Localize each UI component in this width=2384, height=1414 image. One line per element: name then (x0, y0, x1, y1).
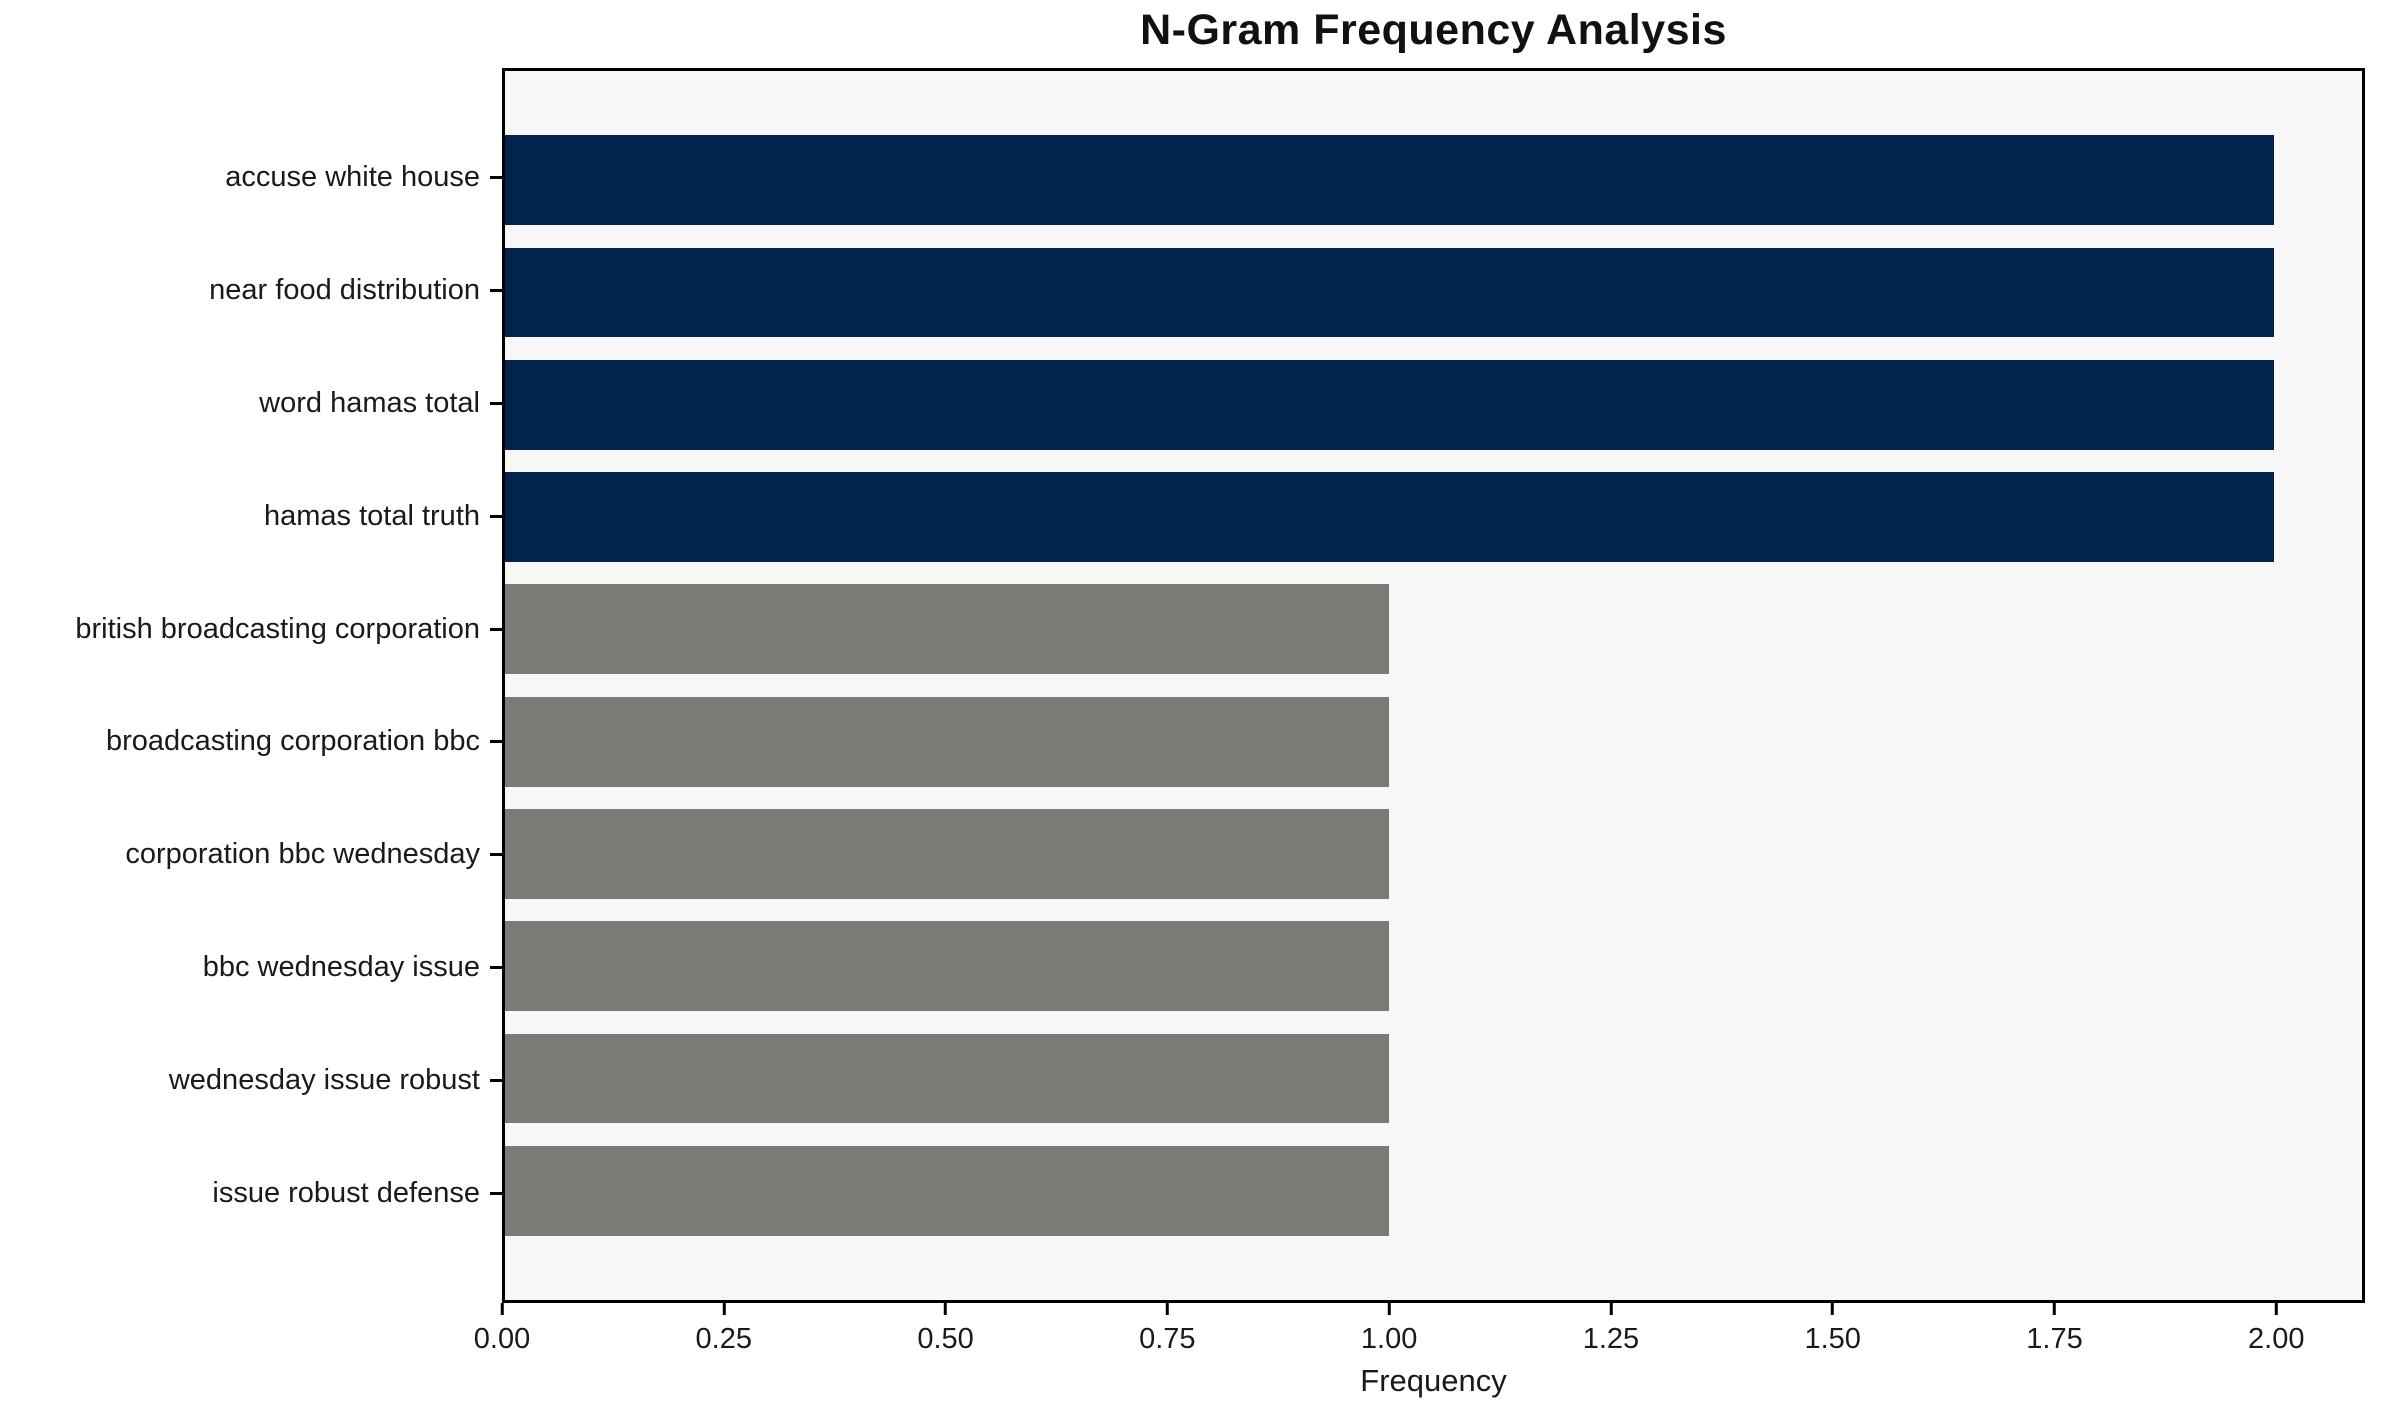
bar-row (505, 910, 2362, 1022)
bar-row (505, 124, 2362, 236)
bar-row (505, 573, 2362, 685)
x-tick: 0.50 (917, 1303, 974, 1356)
x-tick: 1.25 (1583, 1303, 1639, 1356)
x-tick-mark (944, 1303, 948, 1315)
bar-near-food-distribution (505, 247, 2274, 338)
x-tick-mark (1831, 1303, 1835, 1315)
category-label: near food distribution (0, 234, 502, 347)
chart-title: N-Gram Frequency Analysis (1140, 6, 1727, 54)
x-tick-label: 0.25 (695, 1323, 753, 1355)
bar-corporation-bbc-wednesday (505, 809, 1390, 899)
x-tick: 1.50 (1804, 1303, 1861, 1356)
bar-row (505, 461, 2362, 573)
x-tick: 0.25 (696, 1303, 752, 1356)
x-tick-mark (1165, 1303, 1169, 1315)
x-tick-label: 1.00 (1360, 1323, 1418, 1355)
category-label: issue robust defense (0, 1137, 502, 1250)
x-tick: 1.75 (2026, 1303, 2083, 1356)
bar-hamas-total-truth (505, 472, 2274, 562)
bar-row (505, 798, 2362, 910)
x-tick-mark (2274, 1303, 2278, 1315)
category-label: british broadcasting corporation (0, 573, 502, 686)
x-axis-label: Frequency (1360, 1363, 1507, 1398)
plot-area (502, 68, 2365, 1303)
category-label: broadcasting corporation bbc (0, 686, 502, 799)
bar-row (505, 1135, 2362, 1247)
bar-issue-robust-defense (505, 1145, 1390, 1236)
x-tick-label: 1.75 (2026, 1323, 2083, 1355)
x-tick-label: 0.75 (1139, 1323, 1196, 1355)
bar-broadcasting-corporation-bbc (505, 696, 1390, 787)
category-label: bbc wednesday issue (0, 911, 502, 1024)
bar-rows (505, 71, 2362, 1300)
x-tick: 1.00 (1361, 1303, 1417, 1356)
x-tick-mark (500, 1303, 504, 1315)
x-tick: 0.75 (1139, 1303, 1196, 1356)
x-tick-label: 2.00 (2248, 1323, 2305, 1355)
bar-row (505, 349, 2362, 461)
bar-word-hamas-total (505, 359, 2274, 450)
bar-row (505, 236, 2362, 348)
x-tick: 2.00 (2248, 1303, 2305, 1356)
category-label: accuse white house (0, 121, 502, 234)
category-label: word hamas total (0, 347, 502, 460)
x-tick-mark (2052, 1303, 2056, 1315)
category-label: corporation bbc wednesday (0, 798, 502, 911)
bar-accuse-white-house (505, 135, 2274, 226)
category-label: wednesday issue robust (0, 1024, 502, 1137)
x-tick-label: 1.25 (1582, 1323, 1640, 1355)
category-label: hamas total truth (0, 460, 502, 573)
bar-wednesday-issue-robust (505, 1033, 1390, 1124)
x-tick-label: 0.50 (917, 1323, 974, 1355)
x-tick-mark (722, 1303, 726, 1315)
x-tick: 0.00 (474, 1303, 530, 1356)
category-labels: accuse white house near food distribution… (0, 68, 502, 1303)
x-axis-ticks: 0.00 0.25 0.50 0.75 1.00 1.25 1.50 1.75 2.00 (474, 1303, 2365, 1373)
x-tick-mark (1387, 1303, 1391, 1315)
bar-bbc-wednesday-issue (505, 921, 1390, 1012)
bar-row (505, 1022, 2362, 1134)
bar-row (505, 685, 2362, 797)
bar-british-broadcasting-corporation (505, 584, 1390, 675)
x-tick-label: 0.00 (473, 1323, 531, 1355)
x-tick-label: 1.50 (1804, 1323, 1861, 1355)
x-tick-mark (1609, 1303, 1613, 1315)
